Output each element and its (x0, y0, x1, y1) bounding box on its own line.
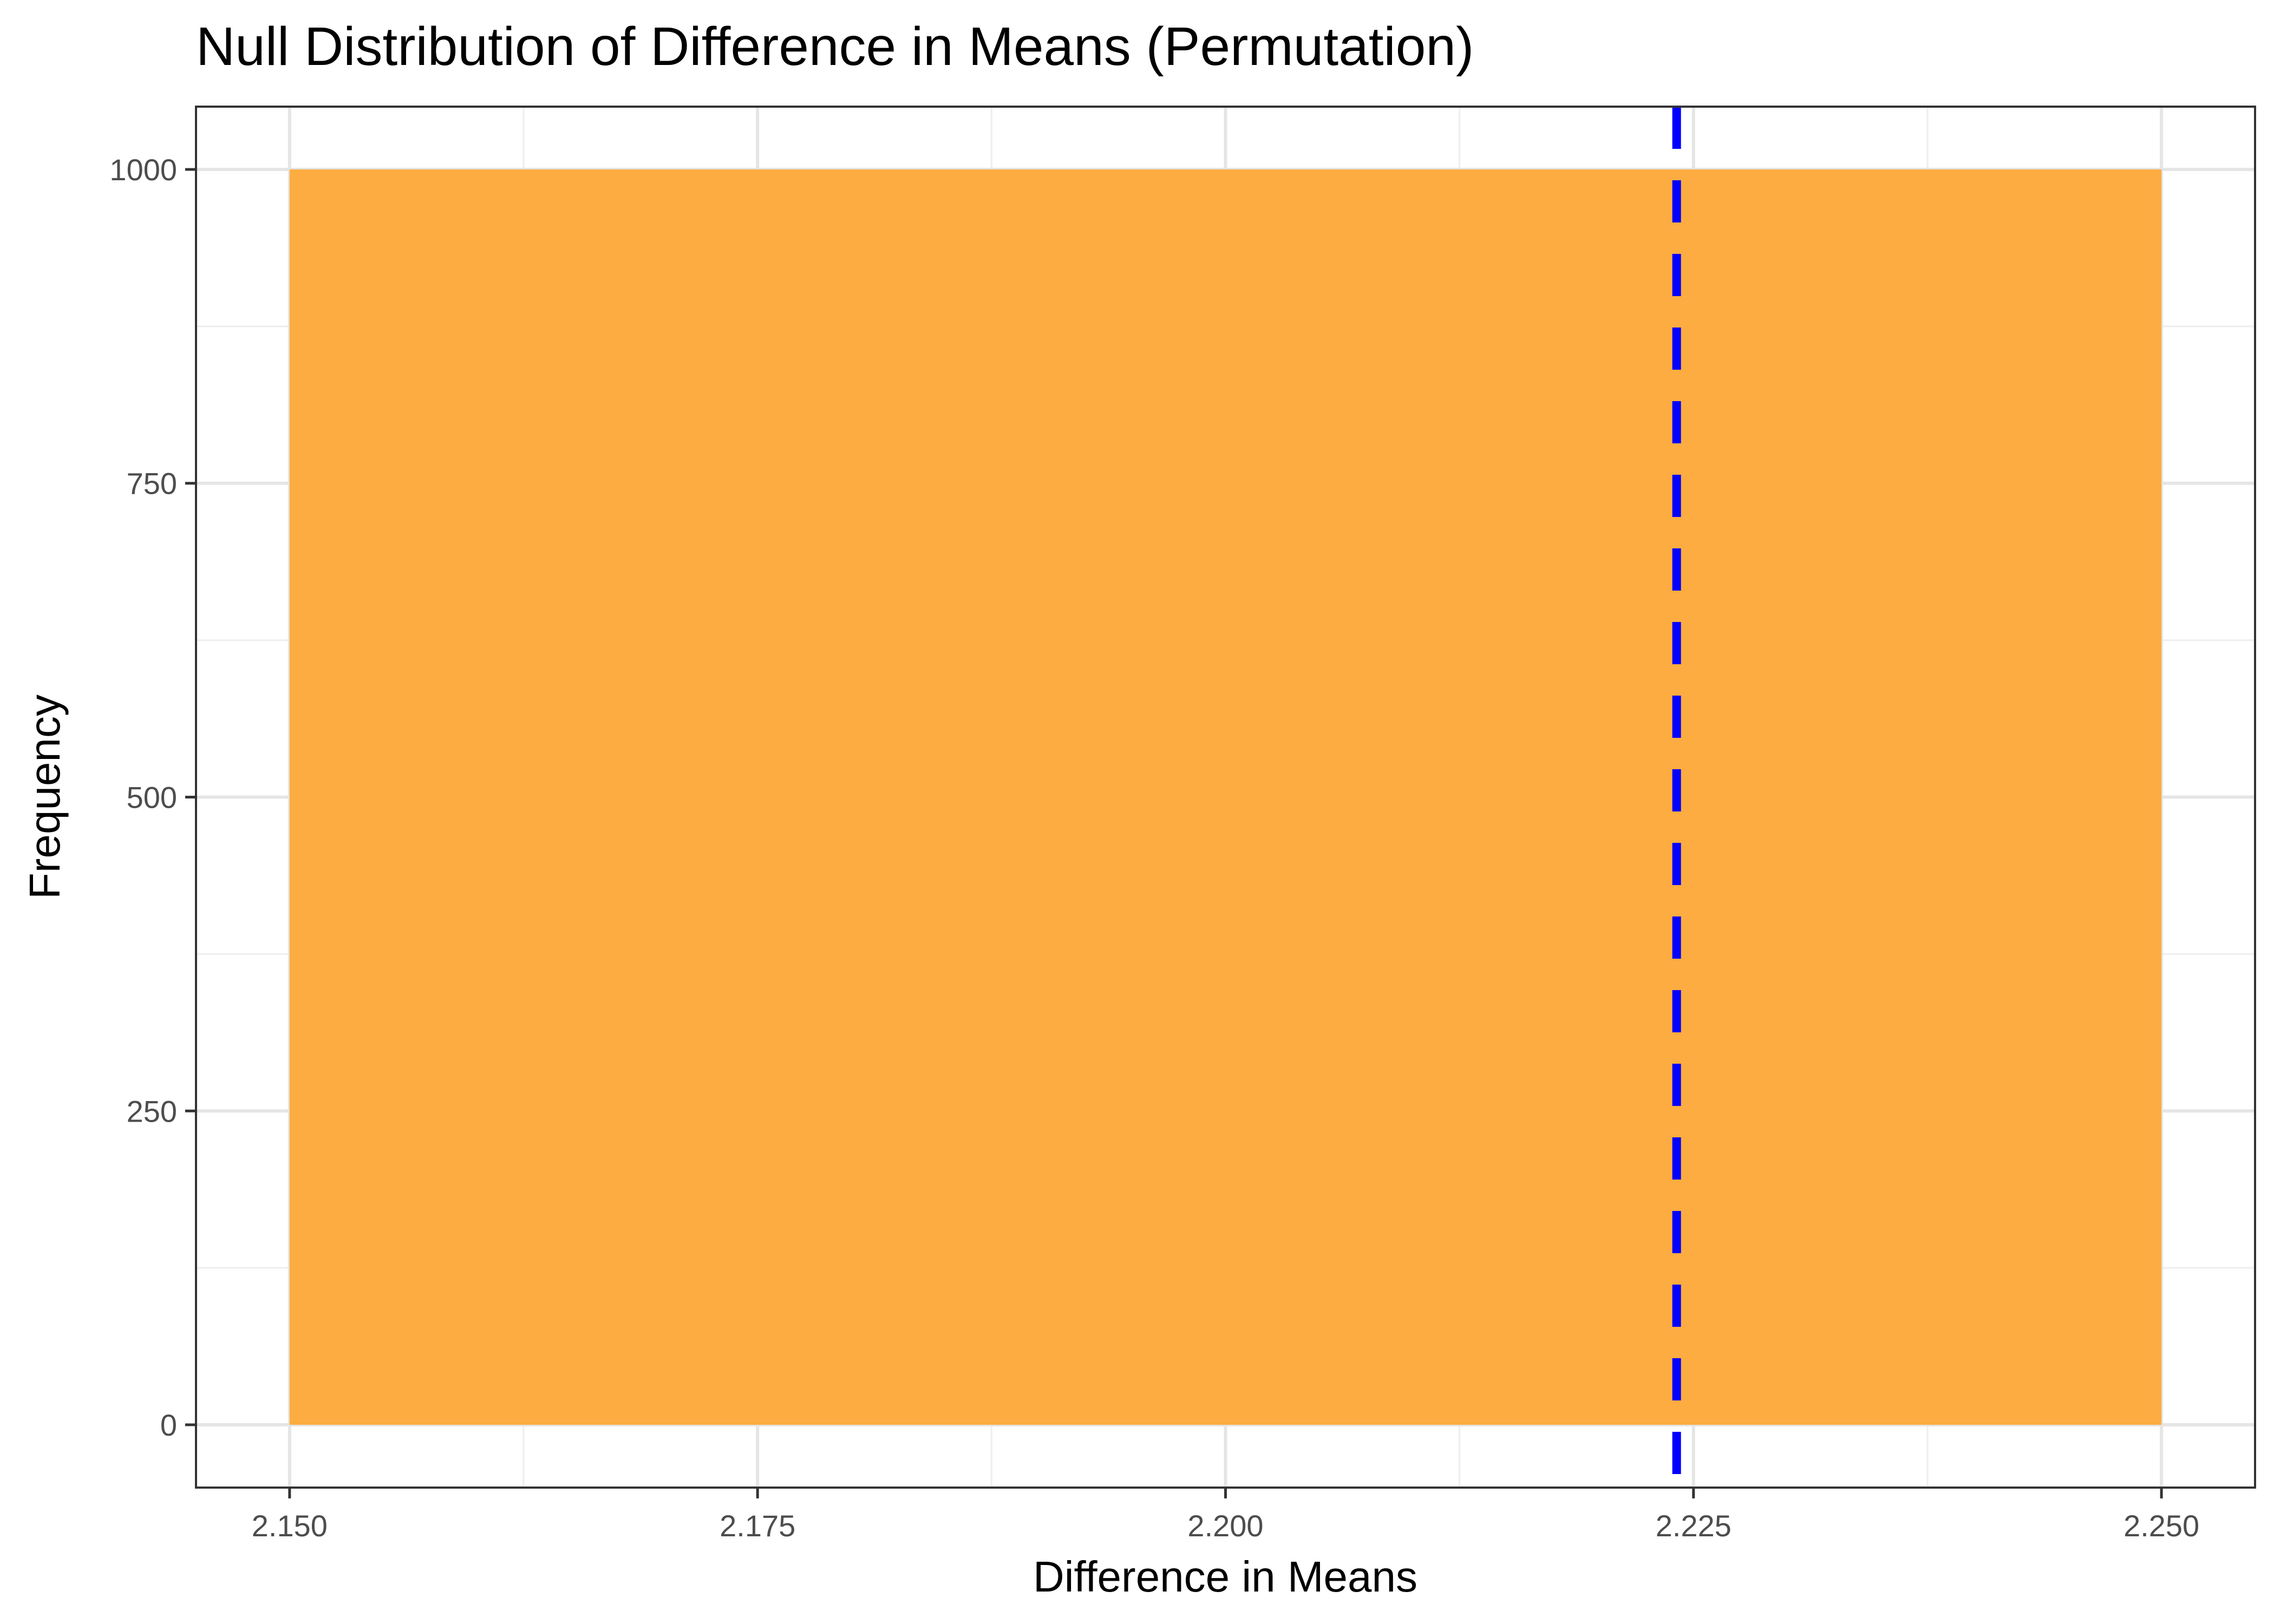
histogram-bar (289, 169, 2162, 1425)
y-tick-label: 500 (127, 781, 177, 815)
histogram-bars (289, 169, 2162, 1425)
x-tick-label: 2.150 (252, 1509, 328, 1543)
x-tick-label: 2.250 (2123, 1509, 2199, 1543)
x-tick-label: 2.225 (1656, 1509, 1731, 1543)
x-tick-label: 2.175 (720, 1509, 795, 1543)
y-tick-label: 1000 (109, 153, 177, 187)
x-axis-ticks: 2.150 2.175 2.200 2.225 2.250 (252, 1488, 2199, 1543)
y-axis-title: Frequency (21, 695, 69, 899)
x-axis-title: Difference in Means (1033, 1553, 1417, 1601)
y-axis-ticks: 0 250 500 750 1000 (109, 153, 196, 1442)
chart-title: Null Distribution of Difference in Means… (196, 16, 1474, 77)
x-tick-label: 2.200 (1187, 1509, 1263, 1543)
y-tick-label: 250 (127, 1094, 177, 1128)
y-tick-label: 750 (127, 467, 177, 501)
y-tick-label: 0 (160, 1408, 177, 1442)
